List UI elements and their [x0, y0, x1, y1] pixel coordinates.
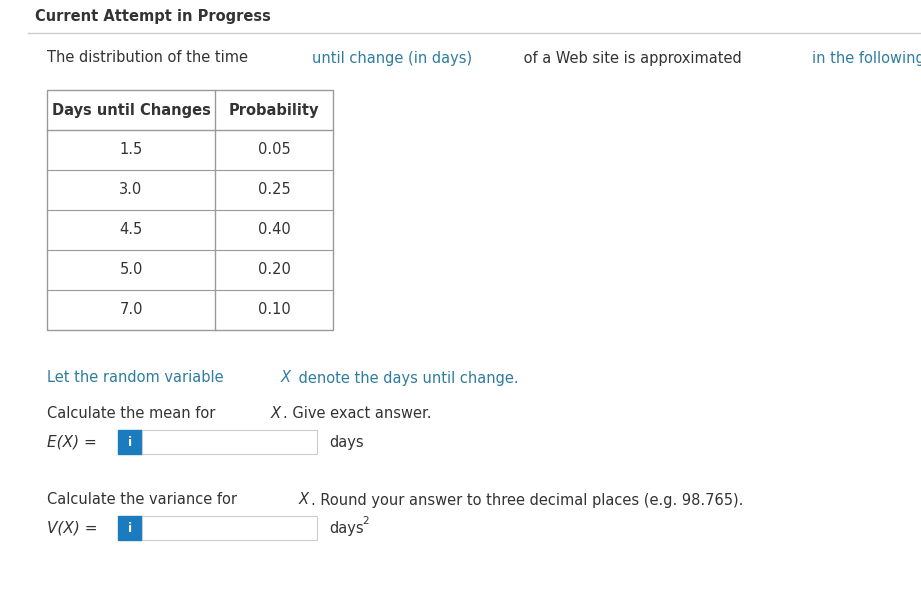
- Text: Probability: Probability: [228, 103, 320, 117]
- Text: days: days: [329, 435, 364, 449]
- Text: i: i: [128, 435, 132, 449]
- Text: 0.40: 0.40: [258, 223, 290, 238]
- Text: . Round your answer to three decimal places (e.g. 98.765).: . Round your answer to three decimal pla…: [311, 492, 743, 508]
- Text: Current Attempt in Progress: Current Attempt in Progress: [35, 10, 271, 24]
- Text: in the following table.: in the following table.: [812, 50, 921, 66]
- Text: V(X) =: V(X) =: [47, 520, 98, 536]
- Text: 1.5: 1.5: [120, 142, 143, 157]
- Text: denote the days until change.: denote the days until change.: [294, 370, 519, 385]
- Bar: [47, 90, 333, 330]
- Text: until change (in days): until change (in days): [312, 50, 472, 66]
- Text: days: days: [329, 520, 364, 536]
- Text: X: X: [298, 492, 309, 508]
- Text: 0.05: 0.05: [258, 142, 290, 157]
- Text: i: i: [128, 522, 132, 534]
- Text: 0.25: 0.25: [258, 182, 290, 198]
- Text: The distribution of the time: The distribution of the time: [47, 50, 252, 66]
- FancyBboxPatch shape: [118, 516, 142, 540]
- Text: 0.10: 0.10: [258, 303, 290, 317]
- Text: Let the random variable: Let the random variable: [47, 370, 228, 385]
- Text: Calculate the variance for: Calculate the variance for: [47, 492, 241, 508]
- Text: Calculate the mean for: Calculate the mean for: [47, 407, 220, 421]
- Text: X: X: [270, 407, 280, 421]
- Text: 4.5: 4.5: [120, 223, 143, 238]
- Text: 7.0: 7.0: [119, 303, 143, 317]
- Text: 5.0: 5.0: [120, 263, 143, 277]
- Text: . Give exact answer.: . Give exact answer.: [283, 407, 432, 421]
- FancyBboxPatch shape: [118, 430, 142, 454]
- Bar: [142, 430, 317, 454]
- Text: Days until Changes: Days until Changes: [52, 103, 210, 117]
- Text: X: X: [281, 370, 291, 385]
- Text: 0.20: 0.20: [258, 263, 290, 277]
- Text: E(X) =: E(X) =: [47, 435, 97, 449]
- Text: 3.0: 3.0: [120, 182, 143, 198]
- Text: of a Web site is approximated: of a Web site is approximated: [519, 50, 746, 66]
- Text: 2: 2: [362, 516, 368, 526]
- Bar: [142, 516, 317, 540]
